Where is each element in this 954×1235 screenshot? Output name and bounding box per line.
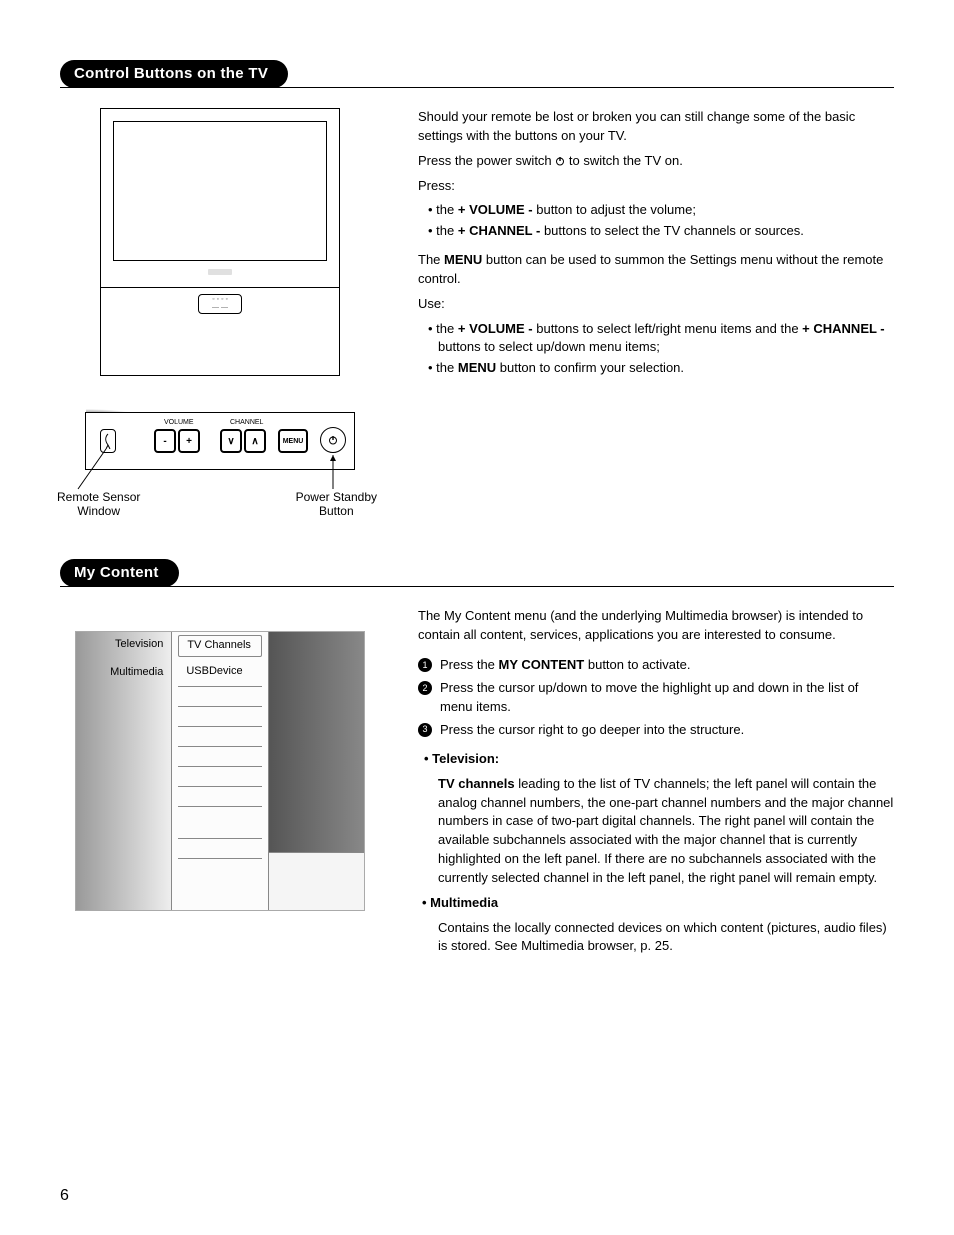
use-item-1: • the + VOLUME - buttons to select left/… <box>428 320 894 358</box>
page-number: 6 <box>60 1187 69 1205</box>
section1-heading: Control Buttons on the TV <box>60 60 288 88</box>
section2-heading-wrap: My Content <box>60 559 894 587</box>
mm-subheading: • Multimedia <box>422 894 894 913</box>
channel-label: CHANNEL <box>230 419 263 426</box>
menu-item-television: Television <box>76 632 171 660</box>
section2-body: Television Multimedia TV Channels USBDev… <box>60 607 894 963</box>
tv-brand-slot <box>113 269 327 279</box>
section2-text: The My Content menu (and the underlying … <box>418 607 894 963</box>
use-label: Use: <box>418 295 894 314</box>
section2-heading: My Content <box>60 559 179 587</box>
my-content-menu-col: Television Multimedia TV Channels USBDev… <box>60 607 380 963</box>
mm-body: Contains the locally connected devices o… <box>418 919 894 957</box>
s1-para2: Press the power switch to switch the TV … <box>418 152 894 171</box>
tv-figure: ◦ ◦ ◦ ◦— — VOLUME CHANNEL - + ∨ ∧ MENU <box>85 108 355 519</box>
power-standby-button <box>320 427 346 453</box>
power-icon <box>328 435 338 445</box>
menu-col-1: Television Multimedia <box>76 632 172 910</box>
remote-sensor-window <box>100 429 116 453</box>
s1-para3: The MENU button can be used to summon th… <box>418 251 894 289</box>
tv-front-controls: ◦ ◦ ◦ ◦— — <box>198 294 242 314</box>
press-label: Press: <box>418 177 894 196</box>
menu-col-3-bottom <box>269 852 364 910</box>
tv-body: TV channels leading to the list of TV ch… <box>418 775 894 888</box>
volume-plus-button: + <box>178 429 200 453</box>
step-3: 3Press the cursor right to go deeper int… <box>418 721 894 740</box>
menu-item-usbdevice: USBDevice <box>178 659 261 687</box>
power-icon-inline <box>555 156 565 166</box>
tv-button-panel: VOLUME CHANNEL - + ∨ ∧ MENU <box>85 412 355 470</box>
channel-down-button: ∨ <box>220 429 242 453</box>
tv-swoosh-decoration <box>86 325 356 415</box>
press-item-2: • the + CHANNEL - buttons to select the … <box>428 222 894 241</box>
section1-text: Should your remote be lost or broken you… <box>418 108 894 519</box>
remote-sensor-callout: Remote Sensor Window <box>57 490 140 519</box>
section1-body: ◦ ◦ ◦ ◦— — VOLUME CHANNEL - + ∨ ∧ MENU <box>60 108 894 519</box>
step-1: 1Press the MY CONTENT button to activate… <box>418 656 894 675</box>
menu-item-multimedia: Multimedia <box>76 660 171 688</box>
volume-label: VOLUME <box>164 419 194 426</box>
use-list: • the + VOLUME - buttons to select left/… <box>418 320 894 379</box>
tv-diagram-column: ◦ ◦ ◦ ◦— — VOLUME CHANNEL - + ∨ ∧ MENU <box>60 108 380 519</box>
my-content-menu: Television Multimedia TV Channels USBDev… <box>75 631 365 911</box>
menu-button: MENU <box>278 429 308 453</box>
menu-item-tvchannels: TV Channels <box>178 635 261 657</box>
tv-subheading: • Television: <box>424 750 894 769</box>
power-standby-callout: Power Standby Button <box>296 490 377 519</box>
press-list: • the + VOLUME - button to adjust the vo… <box>418 201 894 241</box>
channel-up-button: ∧ <box>244 429 266 453</box>
steps-list: 1Press the MY CONTENT button to activate… <box>418 656 894 739</box>
s2-para1: The My Content menu (and the underlying … <box>418 607 894 645</box>
tv-screen-outer <box>100 108 340 288</box>
s1-para1: Should your remote be lost or broken you… <box>418 108 894 146</box>
press-item-1: • the + VOLUME - button to adjust the vo… <box>428 201 894 220</box>
tv-lower-bezel: ◦ ◦ ◦ ◦— — <box>100 288 340 376</box>
step-2: 2Press the cursor up/down to move the hi… <box>418 679 894 717</box>
tv-screen-inner <box>113 121 327 261</box>
menu-col-3 <box>269 632 364 910</box>
section-heading-wrap: Control Buttons on the TV <box>60 60 894 88</box>
menu-col-2: TV Channels USBDevice <box>172 632 268 910</box>
volume-minus-button: - <box>154 429 176 453</box>
use-item-2: • the MENU button to confirm your select… <box>428 359 894 378</box>
